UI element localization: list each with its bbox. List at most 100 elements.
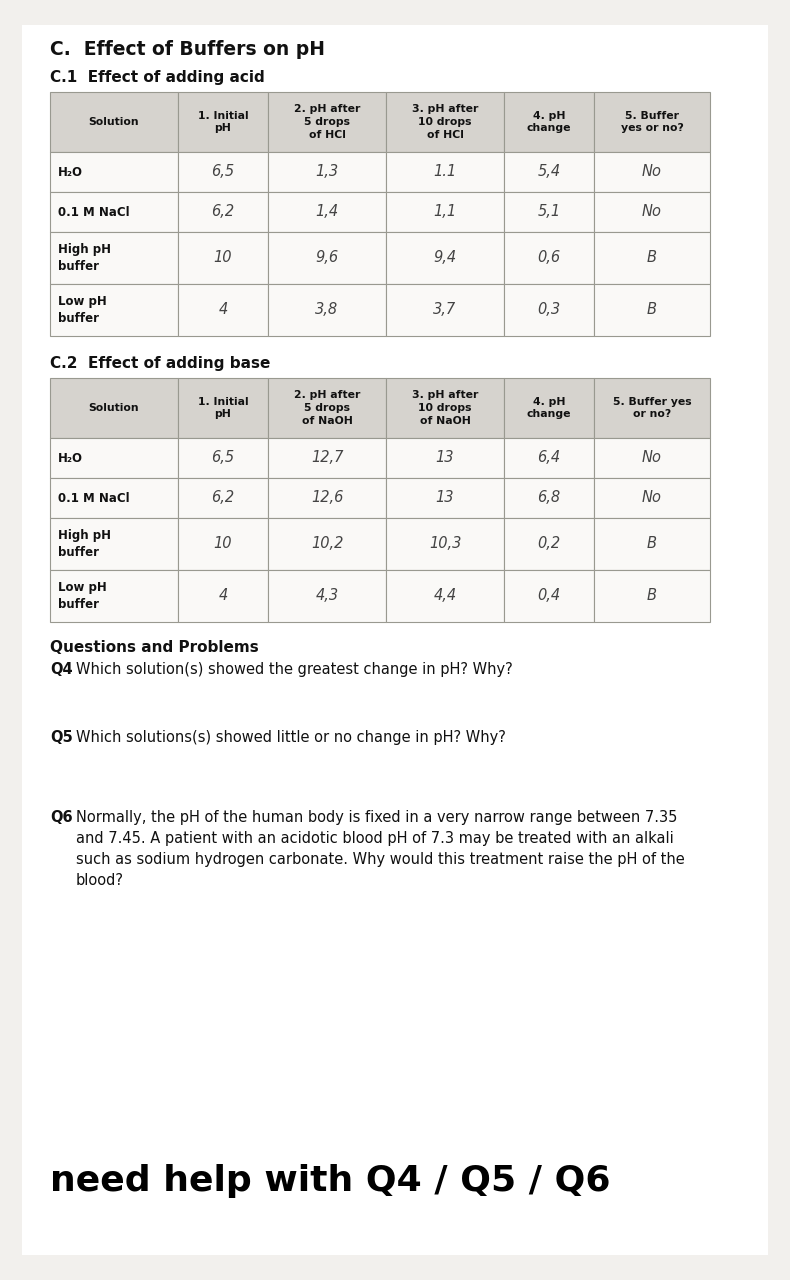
Bar <box>268 378 386 438</box>
Text: 4. pH
change: 4. pH change <box>527 397 571 420</box>
Text: 1.1: 1.1 <box>434 165 457 179</box>
Bar <box>50 570 178 622</box>
Text: 4,3: 4,3 <box>315 589 339 603</box>
Text: 10,3: 10,3 <box>429 536 461 552</box>
Text: 4: 4 <box>218 589 228 603</box>
Text: 3. pH after
10 drops
of NaOH: 3. pH after 10 drops of NaOH <box>412 390 478 426</box>
Text: Which solution(s) showed the greatest change in pH? Why?: Which solution(s) showed the greatest ch… <box>76 662 513 677</box>
Text: 0.1 M NaCl: 0.1 M NaCl <box>58 206 130 219</box>
Text: 1,3: 1,3 <box>315 165 339 179</box>
Text: 3. pH after
10 drops
of HCl: 3. pH after 10 drops of HCl <box>412 104 478 140</box>
Bar <box>386 518 504 570</box>
Bar <box>268 284 386 335</box>
Bar <box>386 477 504 518</box>
Text: Low pH
buffer: Low pH buffer <box>58 581 107 611</box>
Text: Normally, the pH of the human body is fixed in a very narrow range between 7.35
: Normally, the pH of the human body is fi… <box>76 810 685 888</box>
Bar <box>594 232 710 284</box>
Text: High pH
buffer: High pH buffer <box>58 530 111 558</box>
Text: 4: 4 <box>218 302 228 317</box>
Bar <box>50 438 178 477</box>
Bar <box>50 232 178 284</box>
Bar <box>504 192 594 232</box>
Text: 6,8: 6,8 <box>537 490 561 506</box>
Bar <box>268 477 386 518</box>
Text: No: No <box>642 205 662 219</box>
Bar <box>268 570 386 622</box>
Text: H₂O: H₂O <box>58 452 83 465</box>
Text: 2. pH after
5 drops
of HCl: 2. pH after 5 drops of HCl <box>294 104 360 140</box>
Bar <box>386 284 504 335</box>
Bar <box>268 438 386 477</box>
Bar <box>178 518 268 570</box>
Bar <box>504 378 594 438</box>
Bar <box>50 284 178 335</box>
Text: 6,4: 6,4 <box>537 451 561 466</box>
Text: 0,3: 0,3 <box>537 302 561 317</box>
Bar <box>594 378 710 438</box>
Bar <box>178 232 268 284</box>
Text: B: B <box>647 302 657 317</box>
Bar <box>386 92 504 152</box>
Bar <box>268 518 386 570</box>
Bar <box>268 152 386 192</box>
Text: No: No <box>642 165 662 179</box>
Bar <box>594 152 710 192</box>
Bar <box>594 192 710 232</box>
Bar <box>178 92 268 152</box>
Bar <box>268 92 386 152</box>
Text: 4. pH
change: 4. pH change <box>527 110 571 133</box>
Text: 13: 13 <box>436 451 454 466</box>
Bar <box>178 284 268 335</box>
Text: C.  Effect of Buffers on pH: C. Effect of Buffers on pH <box>50 40 325 59</box>
Bar <box>50 477 178 518</box>
Text: Questions and Problems: Questions and Problems <box>50 640 259 655</box>
Text: 5,4: 5,4 <box>537 165 561 179</box>
Bar <box>504 232 594 284</box>
Bar <box>178 192 268 232</box>
Text: Q4: Q4 <box>50 662 73 677</box>
Bar <box>594 477 710 518</box>
Text: Solution: Solution <box>88 403 139 413</box>
Text: 2. pH after
5 drops
of NaOH: 2. pH after 5 drops of NaOH <box>294 390 360 426</box>
Text: 3,8: 3,8 <box>315 302 339 317</box>
Bar <box>504 284 594 335</box>
Bar <box>386 152 504 192</box>
Text: 6,5: 6,5 <box>212 451 235 466</box>
Text: 1,4: 1,4 <box>315 205 339 219</box>
Bar <box>268 192 386 232</box>
Bar <box>504 477 594 518</box>
Bar <box>50 92 178 152</box>
Text: 5. Buffer
yes or no?: 5. Buffer yes or no? <box>621 110 683 133</box>
Text: 9,4: 9,4 <box>434 251 457 265</box>
Text: 10,2: 10,2 <box>310 536 343 552</box>
Bar <box>50 378 178 438</box>
Text: Which solutions(s) showed little or no change in pH? Why?: Which solutions(s) showed little or no c… <box>76 730 506 745</box>
Text: need help with Q4 / Q5 / Q6: need help with Q4 / Q5 / Q6 <box>50 1164 611 1198</box>
Bar <box>594 92 710 152</box>
Bar <box>178 378 268 438</box>
Bar <box>594 438 710 477</box>
Text: B: B <box>647 589 657 603</box>
Text: 0,6: 0,6 <box>537 251 561 265</box>
Bar <box>386 438 504 477</box>
Bar <box>50 518 178 570</box>
Text: No: No <box>642 451 662 466</box>
Text: High pH
buffer: High pH buffer <box>58 243 111 273</box>
Text: C.2  Effect of adding base: C.2 Effect of adding base <box>50 356 270 371</box>
Bar <box>268 232 386 284</box>
Bar <box>504 570 594 622</box>
Text: 12,7: 12,7 <box>310 451 343 466</box>
Text: 5. Buffer yes
or no?: 5. Buffer yes or no? <box>613 397 691 420</box>
Bar <box>178 152 268 192</box>
Text: 3,7: 3,7 <box>434 302 457 317</box>
Bar <box>386 378 504 438</box>
Text: 1,1: 1,1 <box>434 205 457 219</box>
Bar <box>386 232 504 284</box>
Bar <box>178 477 268 518</box>
Text: 4,4: 4,4 <box>434 589 457 603</box>
Text: 12,6: 12,6 <box>310 490 343 506</box>
Text: No: No <box>642 490 662 506</box>
Bar <box>504 92 594 152</box>
Text: 6,5: 6,5 <box>212 165 235 179</box>
Bar <box>50 192 178 232</box>
